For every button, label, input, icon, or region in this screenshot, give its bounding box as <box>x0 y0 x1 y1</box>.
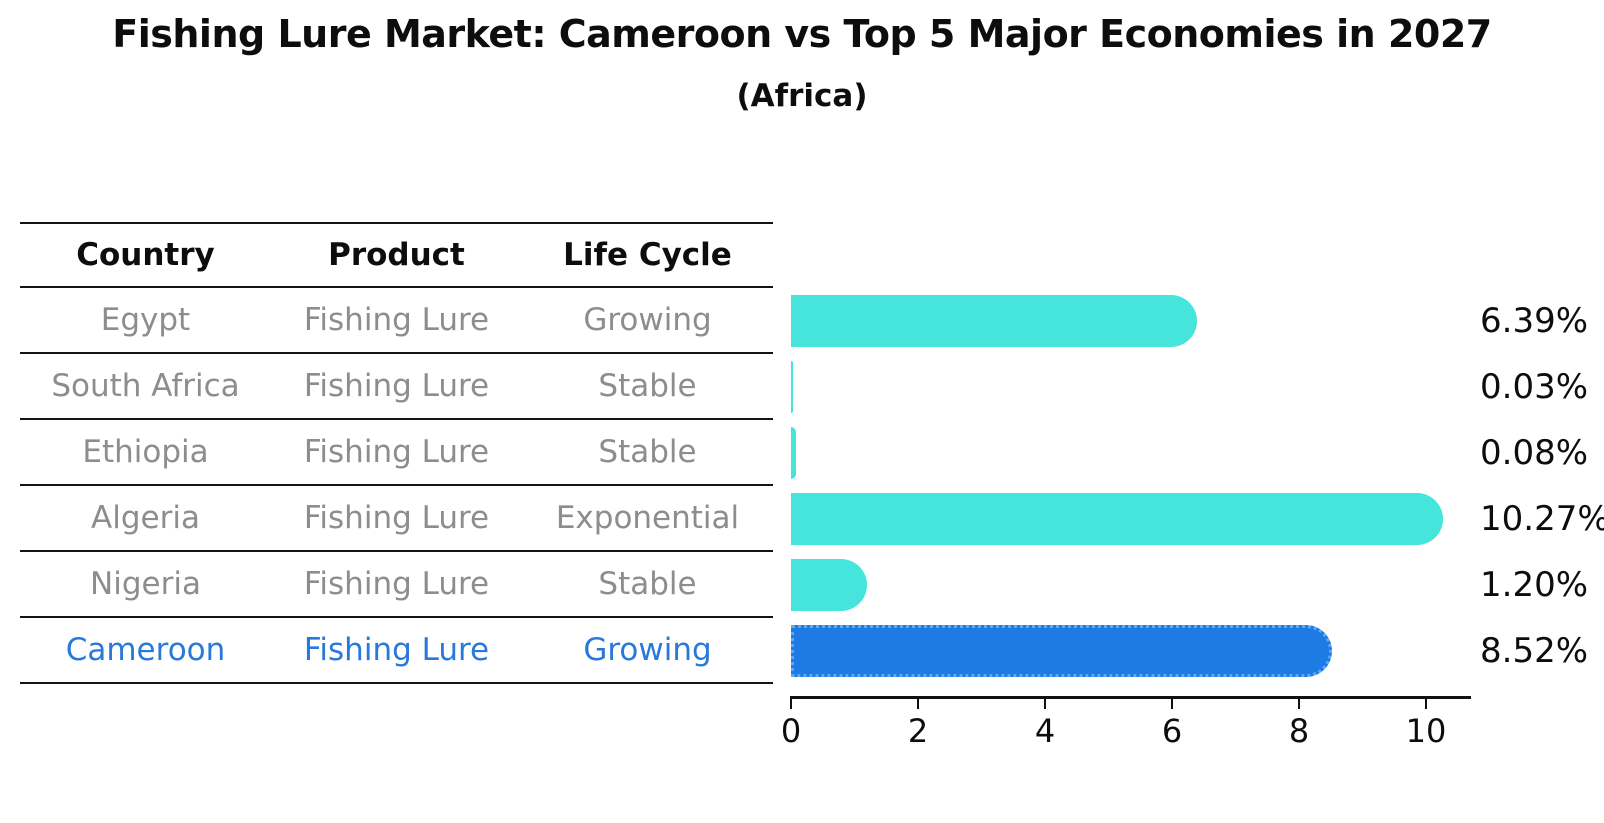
x-axis-tick-label: 0 <box>780 712 802 750</box>
x-axis-tick <box>1044 696 1046 709</box>
chart-subtitle: (Africa) <box>736 78 868 114</box>
x-axis-tick-label: 6 <box>1161 712 1183 750</box>
cell-country: Ethiopia <box>82 434 209 470</box>
chart-title: Fishing Lure Market: Cameroon vs Top 5 M… <box>112 12 1492 56</box>
table-header-row: Country Product Life Cycle <box>20 222 773 288</box>
table-row: Ethiopia Fishing Lure Stable <box>20 420 773 486</box>
bar-nigeria <box>791 559 867 611</box>
value-label-egypt: 6.39% <box>1480 301 1589 341</box>
value-label-ethiopia: 0.08% <box>1480 433 1589 473</box>
x-axis-tick-label: 8 <box>1288 712 1310 750</box>
cell-life-cycle: Stable <box>598 566 697 602</box>
value-label-cameroon: 8.52% <box>1480 631 1589 671</box>
table-row: Nigeria Fishing Lure Stable <box>20 552 773 618</box>
table-row: Algeria Fishing Lure Exponential <box>20 486 773 552</box>
value-label-south-africa: 0.03% <box>1480 367 1589 407</box>
cell-product: Fishing Lure <box>303 566 490 602</box>
bar-egypt <box>791 295 1197 347</box>
cell-product: Fishing Lure <box>303 302 490 338</box>
x-axis-tick-label: 4 <box>1034 712 1056 750</box>
table-row: Egypt Fishing Lure Growing <box>20 288 773 354</box>
x-axis-tick <box>917 696 919 709</box>
x-axis-tick <box>1171 696 1173 709</box>
bar-cameroon-highlighted <box>791 625 1332 677</box>
value-label-algeria: 10.27% <box>1480 499 1604 539</box>
table-row: South Africa Fishing Lure Stable <box>20 354 773 420</box>
cell-country: Algeria <box>91 500 200 536</box>
cell-life-cycle: Exponential <box>555 500 740 536</box>
value-label-nigeria: 1.20% <box>1480 565 1589 605</box>
cell-country: South Africa <box>51 368 240 404</box>
cell-life-cycle: Stable <box>598 368 697 404</box>
table-row-cameroon-highlighted: Cameroon Fishing Lure Growing <box>20 618 773 684</box>
column-header-life-cycle: Life Cycle <box>563 237 732 273</box>
cell-country: Nigeria <box>90 566 201 602</box>
cell-life-cycle: Growing <box>583 302 712 338</box>
cell-life-cycle: Stable <box>598 434 697 470</box>
bar-plot-area: 6.39% 0.03% 0.08% 10.27% 1.20% 8.52% 0 2… <box>781 288 1604 768</box>
column-header-product: Product <box>328 237 465 273</box>
bar-south-africa <box>791 361 793 413</box>
bar-ethiopia <box>791 427 796 479</box>
cell-country: Egypt <box>100 302 191 338</box>
x-axis-line <box>791 696 1471 699</box>
x-axis-tick <box>790 696 792 709</box>
cell-product: Fishing Lure <box>303 632 490 668</box>
cell-product: Fishing Lure <box>303 500 490 536</box>
column-header-country: Country <box>76 237 215 273</box>
cell-country: Cameroon <box>65 632 226 668</box>
cell-product: Fishing Lure <box>303 434 490 470</box>
x-axis-tick-label: 10 <box>1405 712 1447 750</box>
x-axis-tick-label: 2 <box>907 712 929 750</box>
x-axis-tick <box>1298 696 1300 709</box>
cell-life-cycle: Growing <box>583 632 712 668</box>
comparison-table: Country Product Life Cycle Egypt Fishing… <box>20 222 773 684</box>
x-axis-tick <box>1425 696 1427 709</box>
cell-product: Fishing Lure <box>303 368 490 404</box>
bar-algeria <box>791 493 1443 545</box>
